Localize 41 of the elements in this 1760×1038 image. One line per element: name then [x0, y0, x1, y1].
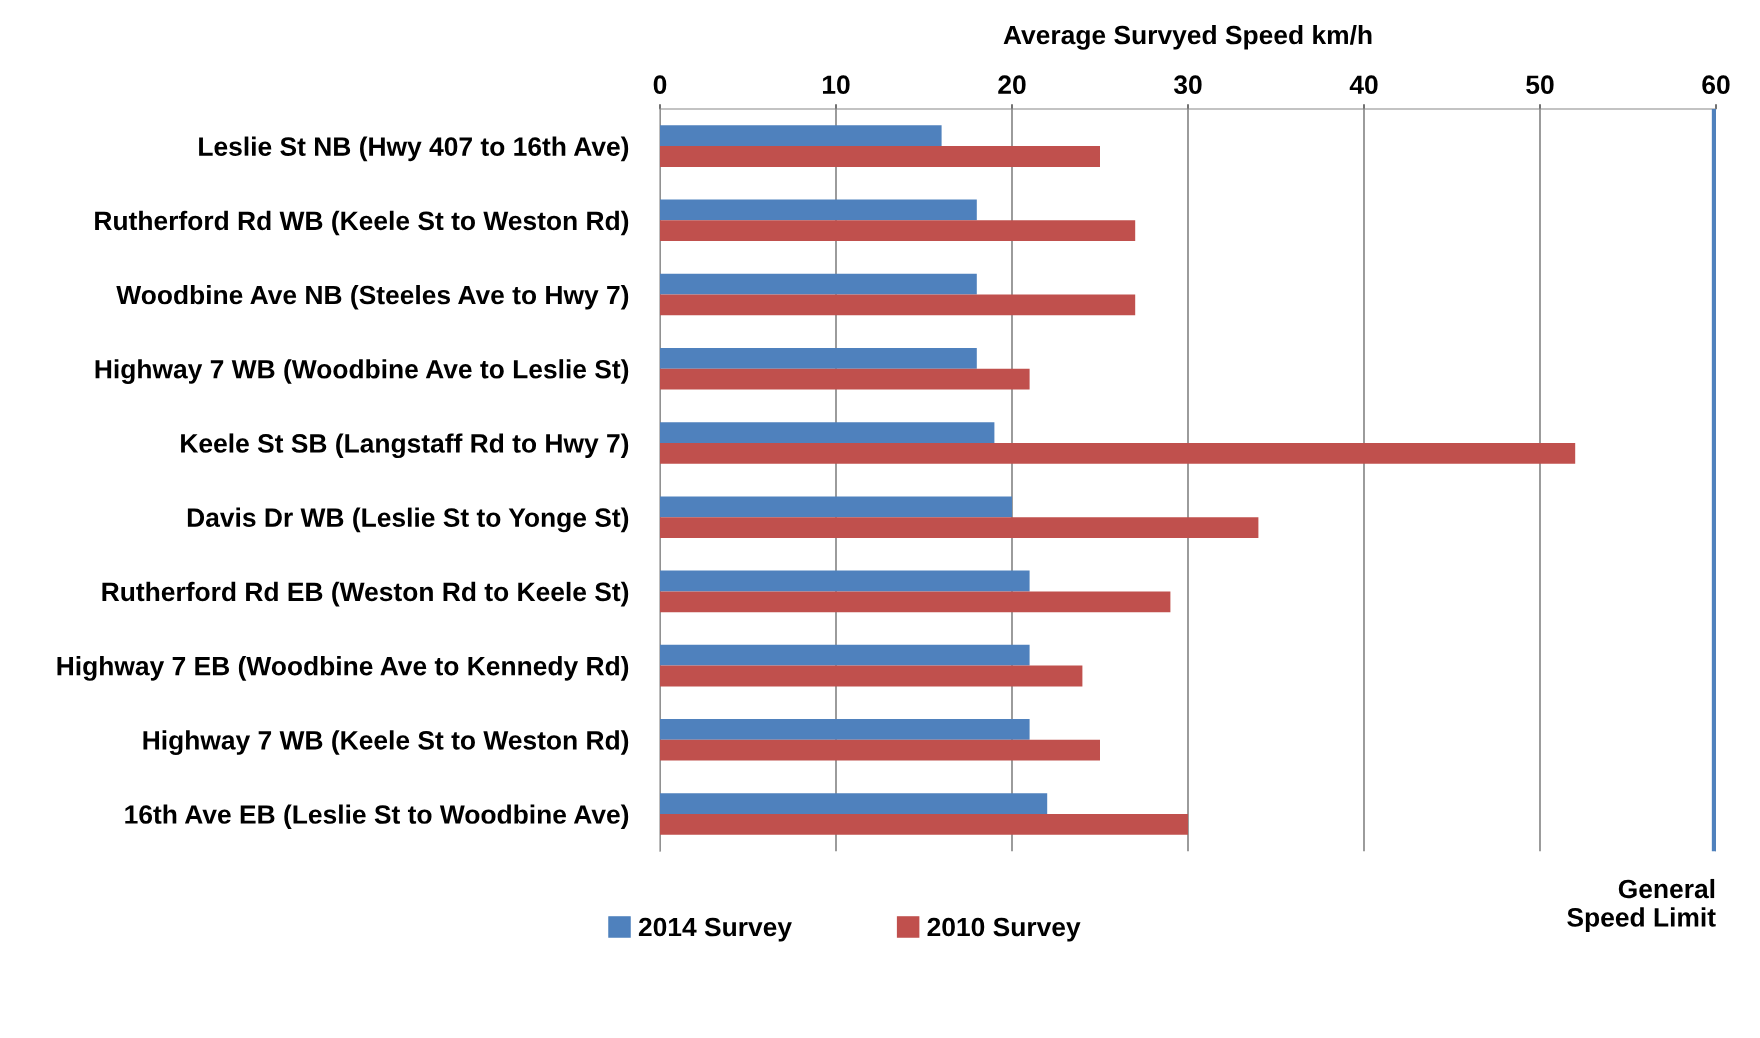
bar: [660, 368, 1030, 390]
y-tick-label: Rutherford Rd EB (Weston Rd to Keele St): [102, 581, 629, 607]
y-tick-label: Davis Dr WB (Leslie St to Yonge St): [187, 507, 629, 533]
x-tick-label: 30: [1173, 75, 1202, 95]
bar: [660, 814, 1188, 835]
y-tick-label: Keele St SB (Langstaff Rd to Hwy 7): [181, 433, 629, 459]
x-tick-label: 60: [1702, 75, 1730, 95]
bar: [660, 146, 1100, 167]
bar: [660, 739, 1100, 761]
x-tick-label: 20: [998, 75, 1026, 95]
bar: [660, 220, 1136, 242]
bar: [660, 347, 977, 369]
x-tick-label: 40: [1349, 75, 1378, 95]
bar: [660, 199, 977, 221]
bar: [660, 517, 1259, 538]
y-tick-label: Leslie St NB (Hwy 407 to 16th Ave): [199, 136, 629, 162]
x-tick-label: 0: [653, 75, 667, 95]
y-tick-label: Highway 7 EB (Woodbine Ave to Kennedy Rd): [57, 656, 629, 681]
y-tick-label: Woodbine Ave NB (Steeles Ave to Hwy 7): [116, 284, 629, 310]
bar: [660, 273, 977, 295]
bar: [660, 793, 1048, 815]
legend-label: 2010 Survey: [927, 917, 1081, 942]
bar: [660, 644, 1030, 666]
y-tick-label: Highway 7 WB (Woodbine Ave to Leslie St): [95, 359, 629, 384]
y-tick-label: Highway 7 WB (Keele St to Weston Rd): [143, 730, 629, 755]
bar: [660, 294, 1136, 316]
bar: [660, 125, 942, 147]
bar: [660, 570, 1030, 592]
bar: [660, 422, 995, 443]
x-axis-title: Average Survyed Speed km/h: [1003, 24, 1372, 50]
bar: [660, 496, 1012, 518]
ref-line-label: General Speed Limit: [1567, 878, 1716, 932]
bar: [660, 665, 1083, 687]
x-tick-label: 50: [1526, 75, 1554, 95]
bar: [660, 591, 1171, 613]
bar: [660, 719, 1030, 740]
y-tick-label: Rutherford Rd WB (Keele St to Weston Rd): [95, 210, 629, 236]
y-tick-label: 16th Ave EB (Leslie St to Woodbine Ave): [125, 804, 629, 830]
x-tick-label: 10: [822, 75, 850, 95]
legend-label: 2014 Survey: [638, 917, 792, 942]
bar: [660, 442, 1576, 464]
